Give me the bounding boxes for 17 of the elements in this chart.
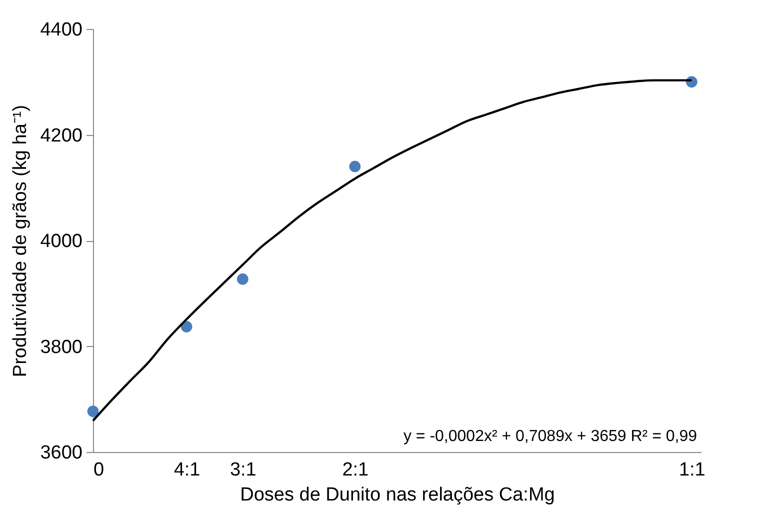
x-tick-label: 3:1 — [230, 460, 256, 480]
point — [236, 273, 248, 285]
x-tick-label: 1:1 — [678, 460, 706, 480]
x-axis-title: Doses de Dunito nas relações Ca:Mg — [240, 484, 555, 506]
point — [349, 160, 361, 172]
x-tick-label: 0 — [94, 460, 104, 480]
y-tick-label: 4400 — [40, 20, 82, 40]
y-tick-label: 4000 — [40, 231, 82, 252]
point — [180, 320, 192, 332]
y-tick-label: 3600 — [40, 442, 82, 464]
annotation: y = -0,0002x² + 0,7089x + 3659 R² = 0,99 — [403, 428, 698, 445]
y-axis-title: Produtividade de grãos (kg ha⁻¹) — [10, 104, 32, 378]
x-tick-label: 2:1 — [342, 460, 369, 480]
x-tick-label: 4:1 — [174, 460, 200, 480]
y-tick-label: 3800 — [40, 336, 82, 358]
y-tick-label: 4200 — [40, 125, 82, 146]
point — [87, 406, 99, 417]
